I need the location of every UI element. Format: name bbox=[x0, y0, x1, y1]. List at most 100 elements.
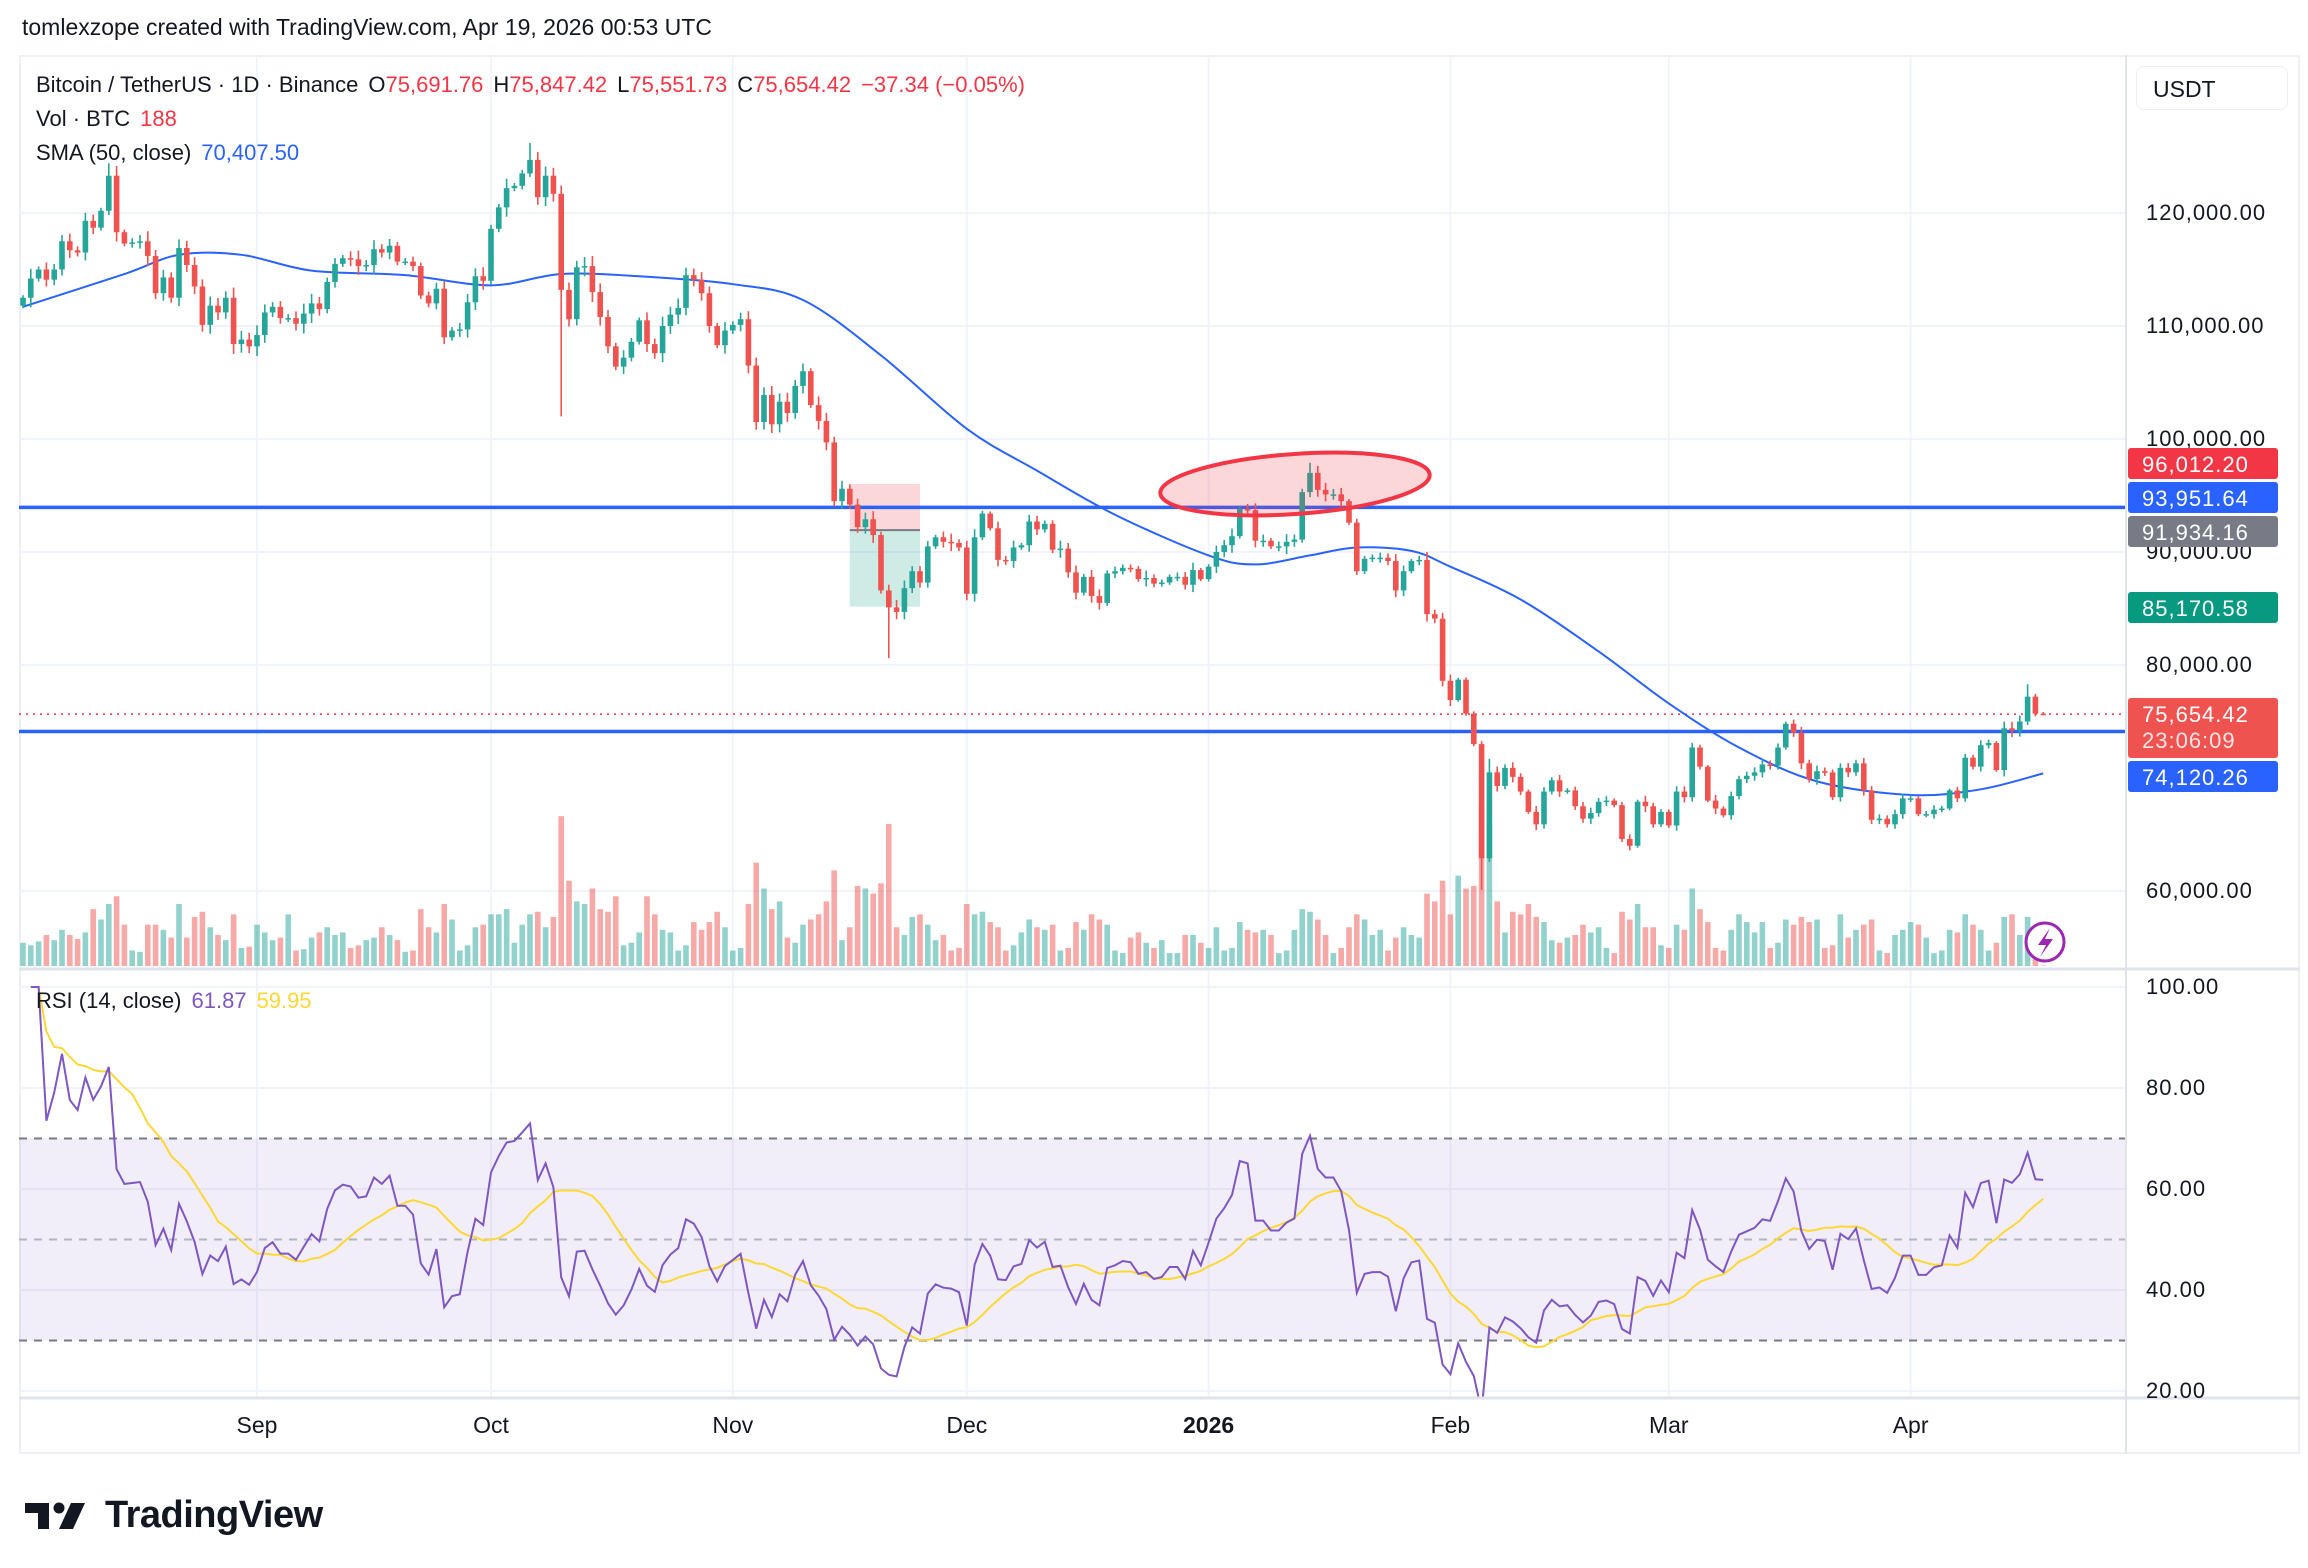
ellipse-drawing[interactable] bbox=[1158, 445, 1432, 524]
candle bbox=[1190, 570, 1196, 585]
candle bbox=[698, 279, 705, 294]
last-price-label: 75,654.42 23:06:09 bbox=[2128, 698, 2278, 758]
tradingview-logo[interactable]: TradingView bbox=[25, 1494, 323, 1537]
candle bbox=[2001, 728, 2007, 771]
candle bbox=[316, 303, 323, 310]
candle bbox=[1151, 577, 1157, 584]
candle bbox=[35, 269, 42, 279]
candle bbox=[792, 385, 798, 414]
volume-bar bbox=[1330, 953, 1337, 966]
volume-bar bbox=[215, 935, 221, 966]
candle bbox=[886, 590, 892, 608]
candle bbox=[371, 249, 377, 265]
candle bbox=[1127, 567, 1134, 570]
rsi-legend[interactable]: RSI (14, close) 61.87 59.95 bbox=[36, 988, 322, 1014]
candle bbox=[1478, 744, 1485, 859]
candle bbox=[340, 258, 346, 264]
horizontal-lines[interactable] bbox=[19, 505, 2126, 734]
candle bbox=[535, 159, 541, 198]
candle bbox=[1393, 561, 1399, 591]
currency-button[interactable]: USDT bbox=[2136, 66, 2288, 110]
volume-bar bbox=[862, 888, 869, 966]
candle bbox=[558, 193, 564, 290]
candle bbox=[1783, 723, 1789, 748]
volume-bar bbox=[1736, 914, 1742, 966]
volume-bar bbox=[1978, 929, 1984, 966]
candle bbox=[1876, 818, 1883, 821]
candle bbox=[1283, 541, 1290, 547]
candle bbox=[948, 541, 954, 544]
volume-bar bbox=[1432, 901, 1438, 966]
symbol-legend[interactable]: Bitcoin / TetherUS · 1D · Binance O75,691… bbox=[36, 72, 1035, 98]
volume-bar bbox=[1829, 945, 1836, 966]
candle bbox=[691, 275, 697, 280]
candle bbox=[98, 210, 104, 228]
volume-bar bbox=[176, 904, 182, 966]
lower-line-price-label: 74,120.26 bbox=[2128, 761, 2278, 792]
rsi-label: RSI (14, close) bbox=[36, 988, 182, 1013]
volume-bar bbox=[1775, 942, 1781, 966]
volume-bar bbox=[620, 945, 627, 966]
candle bbox=[1681, 791, 1688, 798]
volume-bar bbox=[1213, 927, 1220, 966]
candle bbox=[1182, 576, 1188, 585]
volume-bar bbox=[449, 919, 455, 966]
volume-bar bbox=[1042, 929, 1048, 966]
volume-bar bbox=[776, 901, 783, 966]
volume-bar bbox=[1143, 942, 1149, 966]
volume-bar bbox=[1112, 950, 1118, 966]
volume-bar bbox=[1385, 950, 1391, 966]
candle bbox=[1814, 771, 1820, 780]
candle bbox=[121, 232, 128, 244]
candle bbox=[527, 159, 533, 174]
rsi-value: 61.87 bbox=[191, 988, 247, 1013]
short-position-tool[interactable] bbox=[849, 484, 920, 607]
candle bbox=[1042, 523, 1048, 530]
candle bbox=[1658, 811, 1664, 825]
candle bbox=[1010, 547, 1017, 562]
volume-bar bbox=[1634, 904, 1641, 966]
candle bbox=[402, 261, 408, 264]
open-value: 75,691.76 bbox=[385, 72, 484, 97]
high-value: 75,847.42 bbox=[509, 72, 608, 97]
rsi-tick-label: 20.00 bbox=[2146, 1378, 2207, 1403]
candle bbox=[1650, 806, 1656, 825]
candle bbox=[1081, 576, 1087, 593]
rsi-pane bbox=[19, 986, 2126, 1398]
candle bbox=[1985, 742, 1992, 746]
volume-bar bbox=[909, 916, 915, 966]
candle bbox=[979, 513, 986, 538]
volume-bar bbox=[940, 935, 947, 966]
volume-bar bbox=[1915, 924, 1922, 966]
volume-bar bbox=[1034, 927, 1040, 966]
lightning-icon[interactable] bbox=[2024, 921, 2066, 963]
volume-bar bbox=[1767, 947, 1773, 966]
volume-bar bbox=[1010, 945, 1017, 966]
close-value: 75,654.42 bbox=[753, 72, 852, 97]
volume-bar bbox=[113, 896, 120, 966]
candle bbox=[761, 394, 767, 423]
candle bbox=[1291, 539, 1298, 542]
price-tick-label: 80,000.00 bbox=[2146, 652, 2253, 677]
candle bbox=[831, 442, 837, 502]
volume-bar bbox=[1416, 937, 1422, 966]
open-label: O bbox=[368, 72, 386, 97]
bar-countdown: 23:06:09 bbox=[2142, 728, 2236, 753]
volume-bar bbox=[636, 932, 642, 966]
sma-line bbox=[22, 251, 2044, 797]
volume-legend[interactable]: Vol · BTC 188 bbox=[36, 106, 187, 132]
volume-bar bbox=[1728, 929, 1734, 966]
volume-bar bbox=[191, 916, 198, 966]
candle bbox=[566, 289, 572, 320]
candle bbox=[1455, 679, 1461, 701]
volume-bar bbox=[831, 870, 837, 966]
volume-bar bbox=[160, 929, 167, 966]
candle bbox=[1494, 772, 1500, 786]
volume-bar bbox=[1315, 919, 1321, 966]
candle bbox=[636, 320, 642, 342]
sma-legend[interactable]: SMA (50, close) 70,407.50 bbox=[36, 140, 309, 166]
candle bbox=[1822, 771, 1828, 773]
time-tick-label: 2026 bbox=[1183, 1412, 1235, 1438]
candle bbox=[51, 269, 57, 280]
